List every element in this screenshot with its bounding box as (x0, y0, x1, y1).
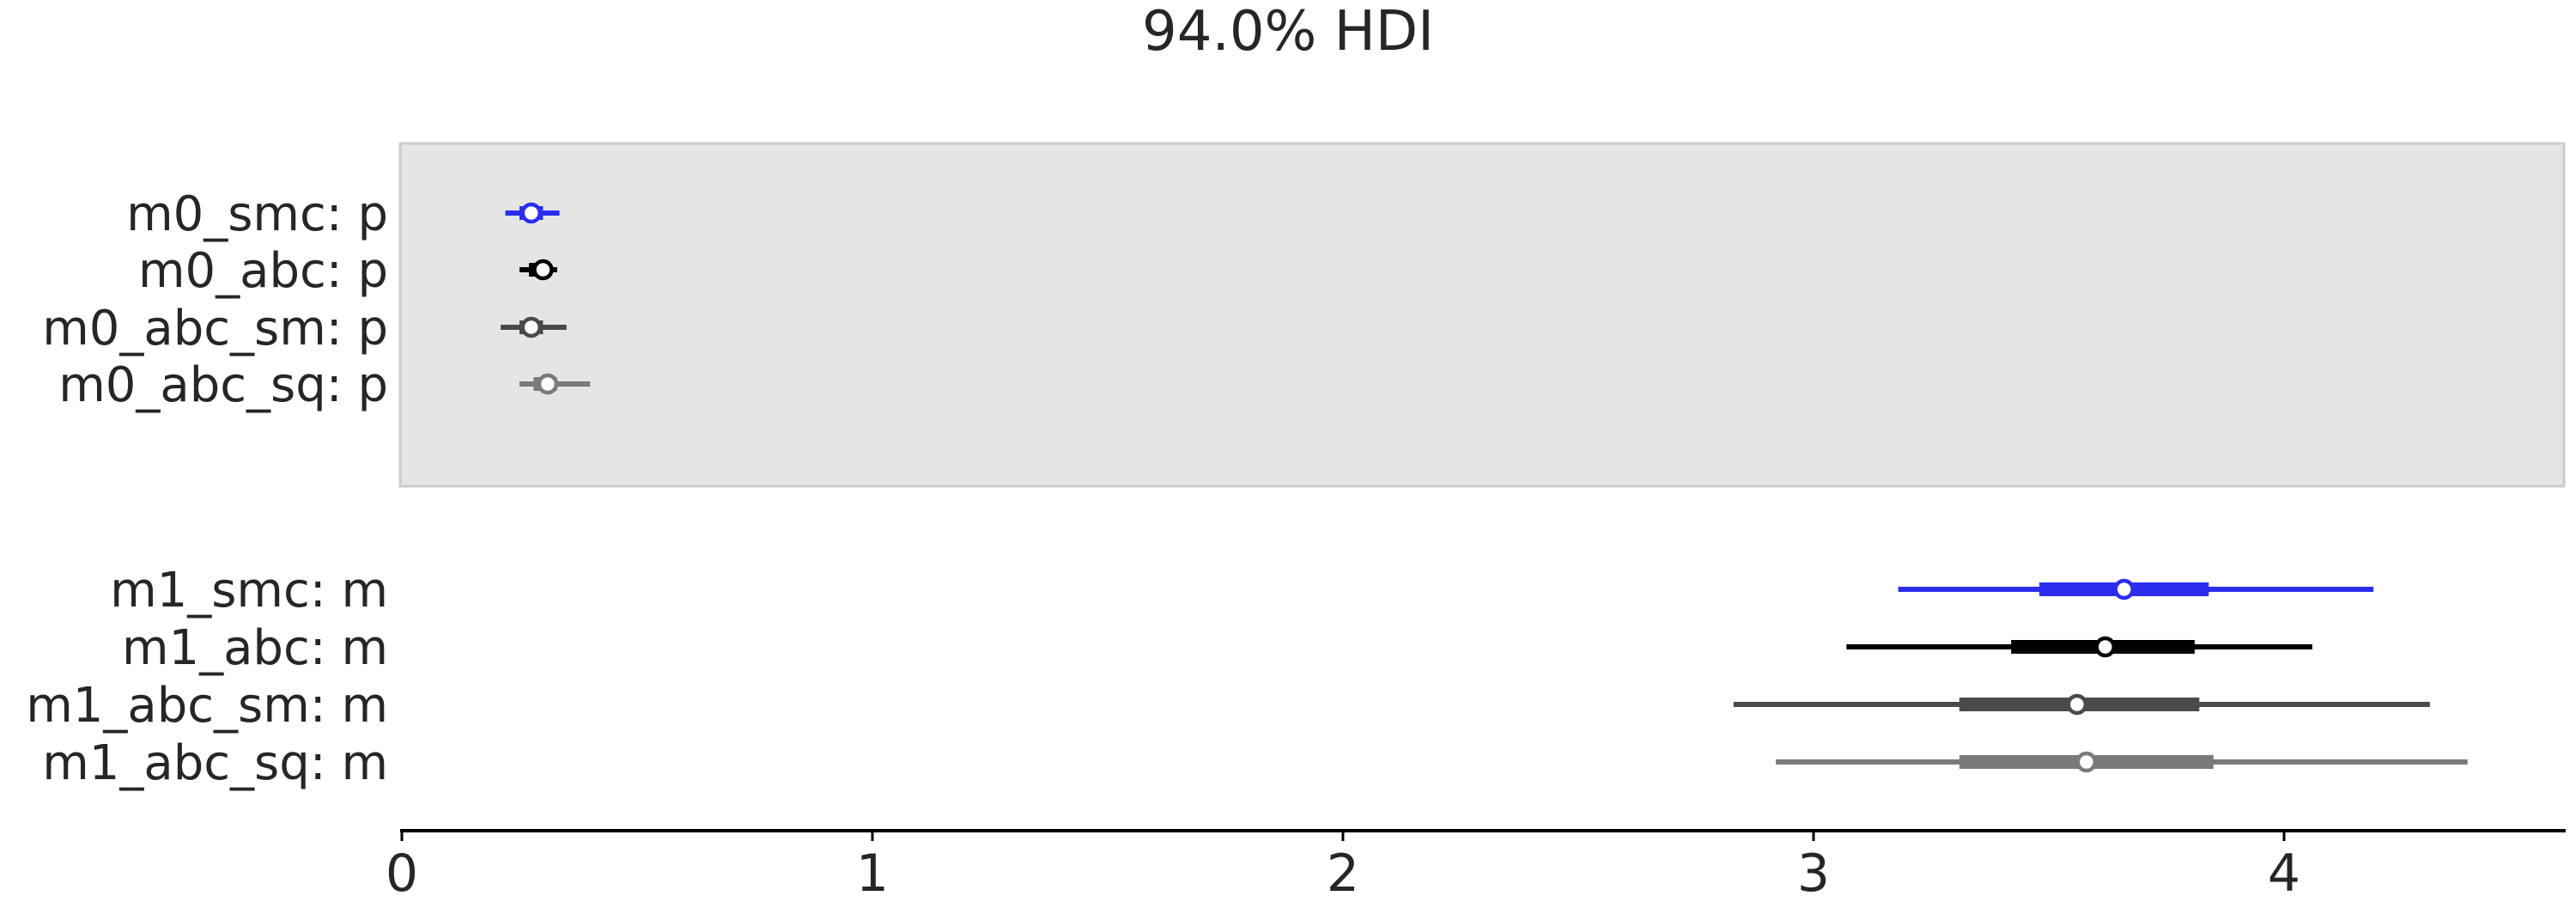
x-axis-ticks: 0 1 2 3 4 (386, 831, 2300, 902)
point-estimate-marker (532, 259, 554, 281)
forest-row: m0_abc_sm: p (42, 301, 567, 357)
x-tick-label: 0 (386, 844, 418, 902)
row-label: m0_abc_sq: p (58, 357, 388, 413)
chart-title: 94.0% HDI (1142, 0, 1434, 64)
row-label: m1_abc_sm: m (26, 678, 388, 734)
group-shade-band (398, 142, 2566, 488)
row-label: m0_smc: p (126, 186, 388, 242)
row-label: m1_abc: m (122, 620, 388, 676)
rows-layer: m0_smc: pm0_abc: pm0_abc_sm: pm0_abc_sq:… (26, 186, 2468, 791)
forest-row: m0_smc: p (126, 186, 560, 242)
x-tick-label: 4 (2268, 844, 2300, 902)
row-label: m1_abc_sq: m (42, 735, 388, 791)
point-estimate-marker (2066, 693, 2088, 716)
forest-row: m0_abc_sq: p (58, 357, 591, 413)
x-tick-label: 2 (1327, 844, 1359, 902)
forest-row: m1_smc: m (110, 563, 2374, 619)
point-estimate-marker (520, 202, 542, 224)
point-estimate-marker (520, 316, 542, 338)
row-label: m1_smc: m (110, 563, 388, 619)
point-estimate-marker (2075, 751, 2098, 773)
point-estimate-marker (2094, 636, 2117, 658)
forest-row: m1_abc_sm: m (26, 678, 2430, 734)
forest-row: m1_abc: m (122, 620, 2312, 676)
forest-row: m0_abc: p (138, 243, 557, 299)
x-tick-label: 3 (1797, 844, 1830, 902)
row-label: m0_abc_sm: p (42, 301, 388, 357)
point-estimate-marker (537, 373, 559, 395)
x-tick-label: 1 (856, 844, 889, 902)
point-estimate-marker (2113, 578, 2135, 600)
forest-row: m1_abc_sq: m (42, 735, 2468, 791)
group-bands (398, 142, 2566, 488)
row-label: m0_abc: p (138, 243, 388, 299)
